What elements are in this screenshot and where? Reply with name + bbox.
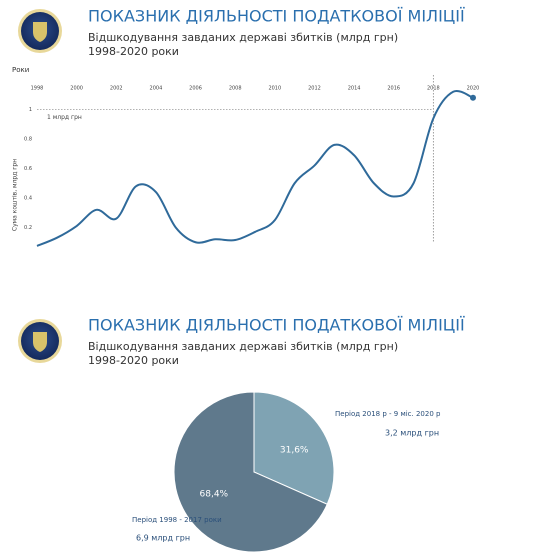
end-point bbox=[470, 94, 476, 101]
chart-title: ПОКАЗНИК ДІЯЛЬНОСТІ ПОДАТКОВОЇ МІЛІЦІЇ bbox=[88, 316, 465, 335]
x-tick-label: 2016 bbox=[387, 86, 400, 92]
x-tick-label: 2020 bbox=[467, 86, 480, 92]
y-tick-label: 1 bbox=[29, 107, 32, 113]
x-tick-label: 2006 bbox=[189, 86, 202, 92]
x-tick-label: 2014 bbox=[348, 86, 361, 92]
legend-label: Період 2018 р - 9 міс. 2020 р bbox=[335, 410, 441, 418]
chart-subtitle: Відшкодування завданих державі збитків (… bbox=[88, 340, 398, 353]
x-tick-label: 2002 bbox=[110, 86, 123, 92]
chart-period: 1998-2020 роки bbox=[88, 45, 179, 58]
x-tick-label: 2008 bbox=[229, 86, 242, 92]
pie-slice bbox=[173, 391, 328, 553]
chart-title: ПОКАЗНИК ДІЯЛЬНОСТІ ПОДАТКОВОЇ МІЛІЦІЇ bbox=[88, 7, 465, 26]
emblem bbox=[18, 9, 62, 53]
x-tick-label: 2004 bbox=[150, 86, 163, 92]
line-series bbox=[36, 90, 474, 247]
y-tick-label: 0.6 bbox=[24, 166, 32, 172]
chart-subtitle: Відшкодування завданих державі збитків (… bbox=[88, 31, 398, 44]
x-tick-label: 1998 bbox=[31, 86, 44, 92]
y-axis-label: Сума коштів, млрд грн bbox=[12, 159, 19, 231]
y-tick-label: 0.8 bbox=[24, 137, 32, 143]
y-tick-label: 0.2 bbox=[24, 225, 32, 231]
slice-label: 31,6% bbox=[280, 446, 309, 456]
slice-label: 68,4% bbox=[200, 489, 229, 499]
x-tick-label: 2010 bbox=[268, 86, 281, 92]
legend-amount: 3,2 млрд грн bbox=[385, 429, 439, 438]
emblem bbox=[18, 319, 62, 363]
x-tick-label: 2012 bbox=[308, 86, 321, 92]
y-tick-label: 0.4 bbox=[24, 196, 32, 202]
x-tick-label: 2000 bbox=[70, 86, 83, 92]
chart-period: 1998-2020 роки bbox=[88, 354, 179, 367]
legend-amount: 6,9 млрд грн bbox=[136, 534, 190, 543]
x-axis-label: Роки bbox=[12, 66, 29, 74]
reference-label: 1 млрд грн bbox=[47, 114, 82, 121]
pie-slice bbox=[253, 391, 335, 505]
legend-label: Період 1998 - 2017 роки bbox=[132, 516, 222, 524]
